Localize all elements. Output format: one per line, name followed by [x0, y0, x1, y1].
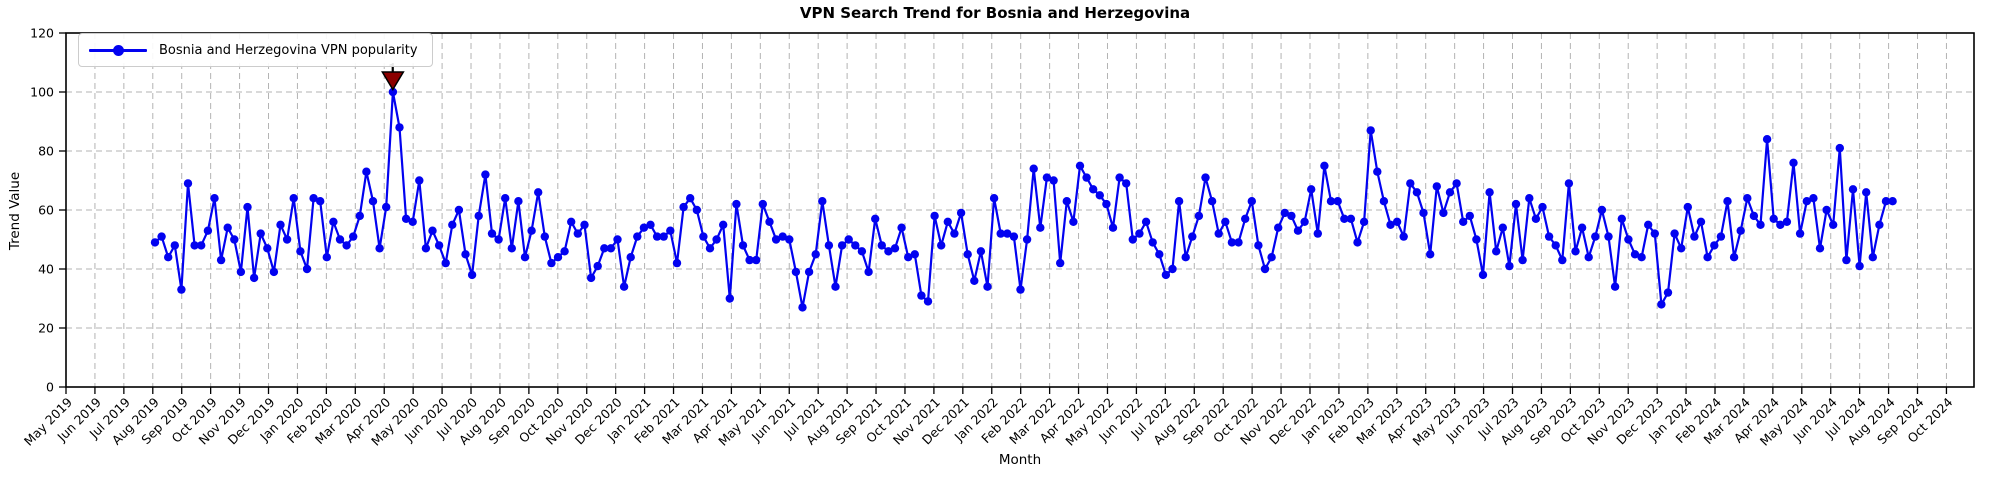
- legend-label: Bosnia and Herzegovina VPN popularity: [159, 42, 418, 58]
- data-point-markers: [150, 87, 1897, 312]
- svg-text:80: 80: [38, 144, 54, 159]
- svg-text:40: 40: [38, 262, 54, 277]
- y-axis-label: Trend Value: [7, 171, 23, 251]
- chart-title: VPN Search Trend for Bosnia and Herzegov…: [799, 4, 1191, 22]
- axis-ticks: [59, 32, 1948, 394]
- legend: Bosnia and Herzegovina VPN popularity: [78, 33, 433, 67]
- trend-line: [154, 91, 1893, 309]
- svg-text:120: 120: [30, 26, 54, 41]
- x-axis-label: Month: [998, 452, 1042, 468]
- legend-marker-icon: [113, 44, 124, 56]
- svg-text:0: 0: [46, 380, 54, 395]
- grid: [65, 33, 1974, 387]
- svg-text:20: 20: [38, 321, 54, 336]
- svg-text:60: 60: [38, 203, 54, 218]
- legend-line-sample: [89, 44, 147, 56]
- svg-text:100: 100: [30, 85, 54, 100]
